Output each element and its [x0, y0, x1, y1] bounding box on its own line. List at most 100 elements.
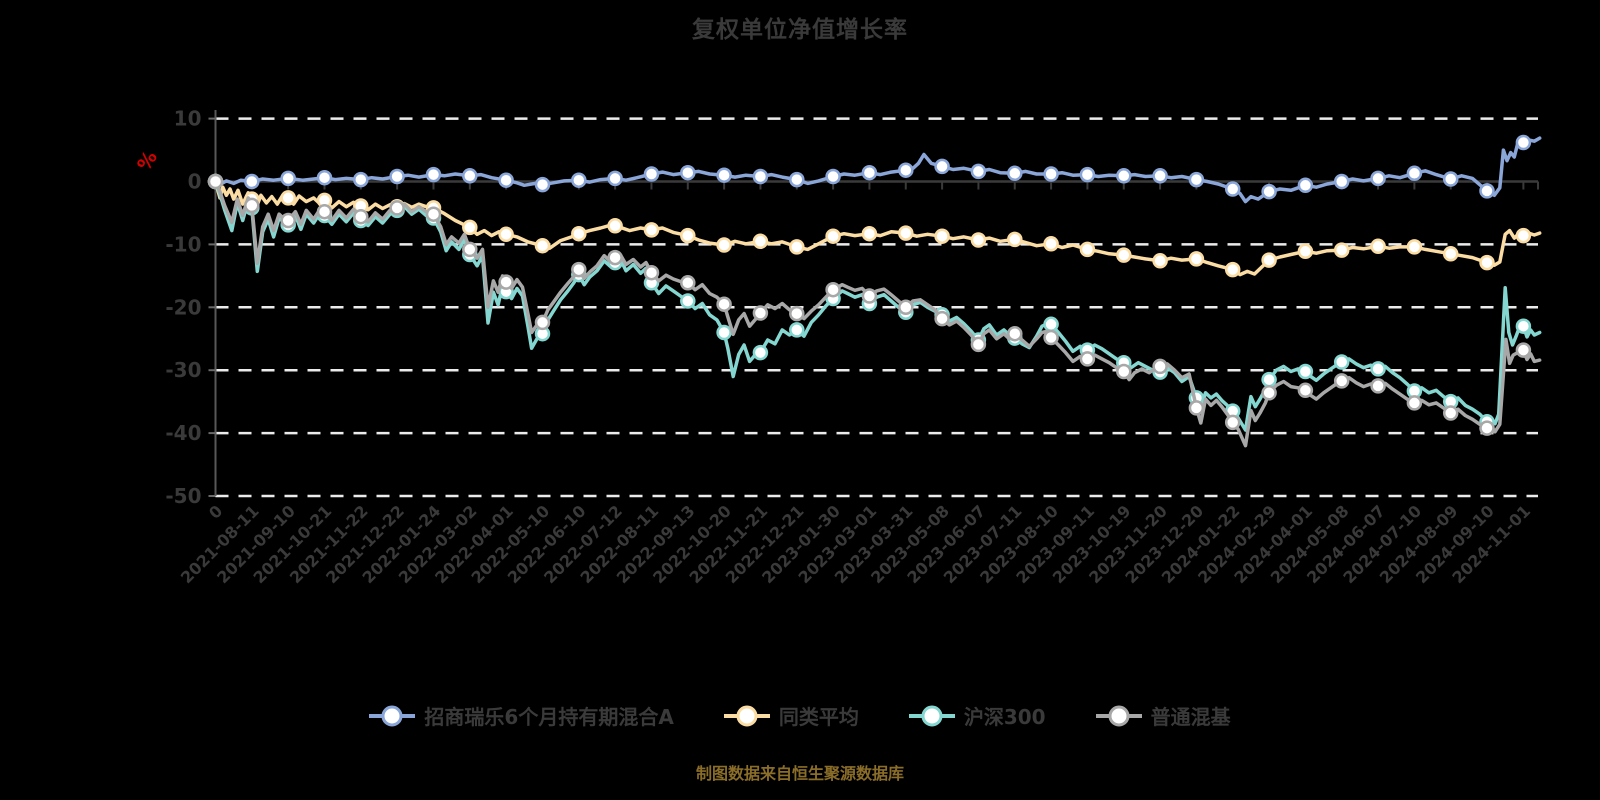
series-marker-peer-avg — [716, 237, 732, 253]
series-marker-fund — [1370, 170, 1386, 187]
series-marker-fund — [1224, 181, 1241, 197]
series-marker-hs300 — [1515, 318, 1532, 334]
series-marker-mixed-fund — [207, 173, 224, 190]
legend-label: 招商瑞乐6个月持有期混合A — [424, 705, 674, 729]
series-marker-fund — [462, 168, 478, 184]
series-marker-fund — [1079, 166, 1096, 183]
series-marker-hs300 — [1043, 316, 1059, 333]
series-marker-mixed-fund — [1370, 378, 1386, 394]
series-marker-peer-avg — [1007, 231, 1023, 248]
legend-item-hs300[interactable]: 沪深300 — [908, 701, 1046, 730]
series-marker-mixed-fund — [1297, 382, 1314, 399]
series-marker-peer-avg — [1079, 241, 1096, 258]
series-marker-mixed-fund — [1224, 414, 1241, 431]
x-axis-label: 0 — [205, 501, 226, 522]
series-marker-mixed-fund — [244, 197, 260, 214]
series-marker-fund — [244, 173, 260, 190]
series-marker-peer-avg — [534, 237, 551, 254]
series-marker-fund — [716, 167, 732, 183]
series-marker-mixed-fund — [898, 299, 914, 316]
series-marker-mixed-fund — [534, 314, 551, 331]
series-marker-mixed-fund — [571, 261, 587, 278]
series-marker-mixed-fund — [425, 206, 442, 222]
series-marker-mixed-fund — [462, 241, 478, 258]
y-axis-label: 0 — [188, 170, 202, 194]
series-marker-fund — [861, 164, 878, 181]
series-marker-fund — [1152, 168, 1168, 184]
series-marker-hs300 — [680, 293, 696, 309]
series-marker-fund — [1479, 183, 1495, 199]
legend-item-peer-avg[interactable]: 同类平均 — [723, 701, 859, 730]
series-marker-mixed-fund — [1261, 385, 1277, 401]
series-marker-peer-avg — [1406, 239, 1423, 255]
series-marker-fund — [607, 170, 623, 187]
series-marker-fund — [1261, 183, 1277, 200]
series-marker-peer-avg — [280, 190, 296, 206]
series-marker-peer-avg — [861, 225, 878, 242]
series-marker-hs300 — [1333, 354, 1350, 370]
series-marker-fund — [789, 171, 805, 188]
series-marker-mixed-fund — [789, 305, 805, 322]
series-marker-mixed-fund — [1442, 405, 1459, 421]
series-marker-mixed-fund — [1079, 351, 1096, 367]
series-marker-fund — [1043, 166, 1059, 182]
legend-marker-icon — [723, 705, 770, 726]
series-marker-mixed-fund — [716, 296, 732, 312]
series-marker-mixed-fund — [1479, 420, 1495, 436]
series-marker-peer-avg — [898, 225, 914, 241]
series-marker-mixed-fund — [1188, 400, 1205, 416]
series-marker-fund — [1333, 173, 1350, 190]
legend: 招商瑞乐6个月持有期混合A 同类平均 沪深300 普通混基 — [0, 701, 1600, 730]
series-marker-mixed-fund — [353, 208, 369, 225]
series-marker-fund — [498, 172, 514, 188]
series-marker-hs300 — [1370, 361, 1386, 377]
series-marker-peer-avg — [1370, 238, 1386, 255]
series-marker-peer-avg — [1442, 246, 1459, 262]
legend-label: 普通混基 — [1150, 705, 1231, 729]
series-marker-mixed-fund — [1043, 329, 1059, 346]
y-axis-label: -50 — [165, 484, 201, 508]
series-marker-peer-avg — [1188, 251, 1205, 267]
series-marker-hs300 — [716, 324, 732, 341]
series-marker-mixed-fund — [498, 274, 514, 290]
chart-title: 复权单位净值增长率 — [692, 17, 908, 43]
series-marker-fund — [1297, 177, 1314, 194]
chart-subtitle: 制图数据来自恒生聚源数据库 — [695, 764, 904, 783]
series-marker-peer-avg — [571, 225, 587, 242]
series-marker-mixed-fund — [680, 275, 696, 291]
series-marker-fund — [1442, 171, 1459, 187]
series-marker-mixed-fund — [607, 249, 623, 266]
series-marker-mixed-fund — [934, 310, 950, 327]
legend-marker-icon — [369, 705, 416, 726]
series-marker-fund — [571, 172, 587, 188]
series-marker-peer-avg — [1116, 247, 1132, 263]
series-marker-fund — [1406, 165, 1423, 182]
series-marker-peer-avg — [789, 239, 805, 255]
series-marker-mixed-fund — [1007, 325, 1023, 342]
series-marker-hs300 — [1297, 363, 1314, 380]
y-axis-label: -20 — [165, 295, 201, 319]
y-axis-label: -10 — [165, 232, 201, 256]
series-marker-mixed-fund — [1116, 363, 1132, 380]
series-marker-peer-avg — [1479, 254, 1495, 271]
series-marker-fund — [680, 164, 696, 181]
legend-item-mixed-fund[interactable]: 普通混基 — [1095, 701, 1231, 730]
series-line-fund — [213, 136, 1542, 204]
series-marker-peer-avg — [934, 228, 950, 244]
series-marker-hs300 — [752, 344, 769, 361]
series-marker-fund — [316, 169, 333, 186]
series-marker-peer-avg — [1152, 253, 1168, 269]
series-marker-peer-avg — [1515, 227, 1532, 244]
series-marker-hs300 — [1261, 371, 1277, 388]
series-marker-peer-avg — [1224, 261, 1241, 278]
series-marker-peer-avg — [752, 233, 769, 250]
y-axis-label: -40 — [165, 421, 201, 445]
series-marker-mixed-fund — [825, 281, 841, 298]
series-marker-fund — [389, 168, 405, 185]
series-marker-fund — [1515, 134, 1532, 151]
series-marker-mixed-fund — [1406, 395, 1423, 411]
series-marker-fund — [280, 170, 296, 187]
legend-item-fund[interactable]: 招商瑞乐6个月持有期混合A — [369, 701, 674, 730]
